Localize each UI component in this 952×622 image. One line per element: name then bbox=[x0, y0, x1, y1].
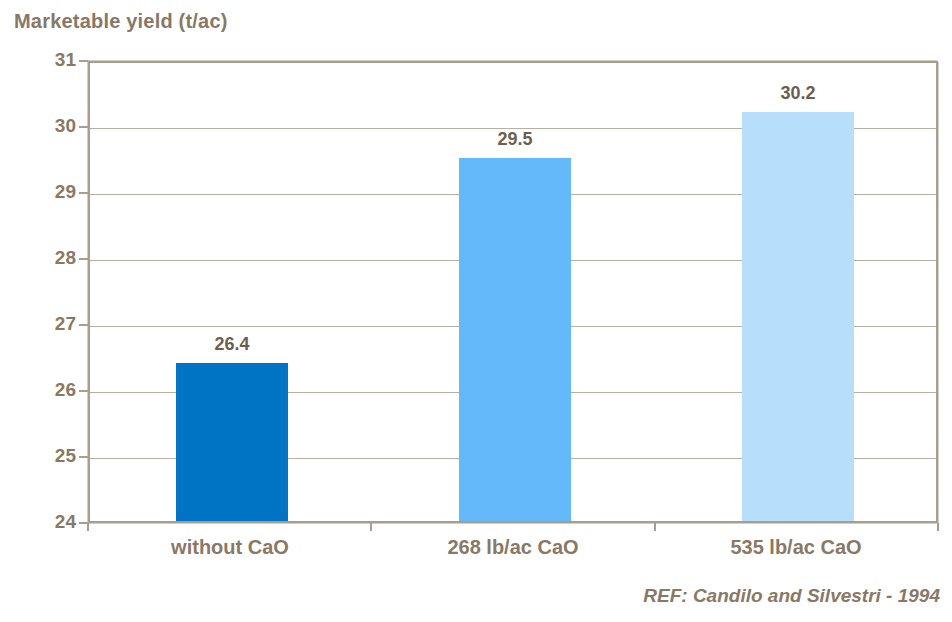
y-axis-tick-label: 27 bbox=[18, 313, 76, 335]
y-axis-tick-label: 26 bbox=[18, 379, 76, 401]
y-axis-tick-label: 31 bbox=[18, 49, 76, 71]
y-axis-tick-mark bbox=[79, 456, 88, 458]
bar-value-label: 26.4 bbox=[176, 334, 288, 355]
bar-value-label: 29.5 bbox=[459, 129, 571, 150]
x-axis-tick-mark bbox=[937, 523, 939, 531]
bar-1 bbox=[176, 363, 288, 521]
y-axis-tick-mark bbox=[79, 60, 88, 62]
x-axis-category-label: 535 lb/ac CaO bbox=[676, 536, 916, 559]
y-axis-tick-mark bbox=[79, 324, 88, 326]
plot-area: 26.4 29.5 30.2 bbox=[88, 61, 938, 523]
y-axis-tick-label: 25 bbox=[18, 445, 76, 467]
x-axis-category-label: without CaO bbox=[110, 536, 350, 559]
chart-canvas: Marketable yield (t/ac) 26.4 29.5 30.2 24 2… bbox=[0, 0, 952, 622]
y-axis-tick-mark bbox=[79, 126, 88, 128]
bar-3 bbox=[742, 112, 854, 521]
y-axis-tick-label: 30 bbox=[18, 115, 76, 137]
y-axis-tick-mark bbox=[79, 192, 88, 194]
y-axis-tick-mark bbox=[79, 390, 88, 392]
x-axis-tick-mark bbox=[654, 523, 656, 531]
y-axis-tick-label: 29 bbox=[18, 181, 76, 203]
reference-text: REF: Candilo and Silvestri - 1994 bbox=[643, 585, 940, 607]
bar-value-label: 30.2 bbox=[742, 83, 854, 104]
y-axis-tick-label: 28 bbox=[18, 247, 76, 269]
y-axis-tick-label: 24 bbox=[18, 511, 76, 533]
bar-2 bbox=[459, 158, 571, 521]
x-axis-tick-mark bbox=[87, 523, 89, 531]
x-axis-category-label: 268 lb/ac CaO bbox=[393, 536, 633, 559]
y-axis-tick-mark bbox=[79, 258, 88, 260]
x-axis-tick-mark bbox=[370, 523, 372, 531]
chart-title: Marketable yield (t/ac) bbox=[14, 10, 228, 33]
